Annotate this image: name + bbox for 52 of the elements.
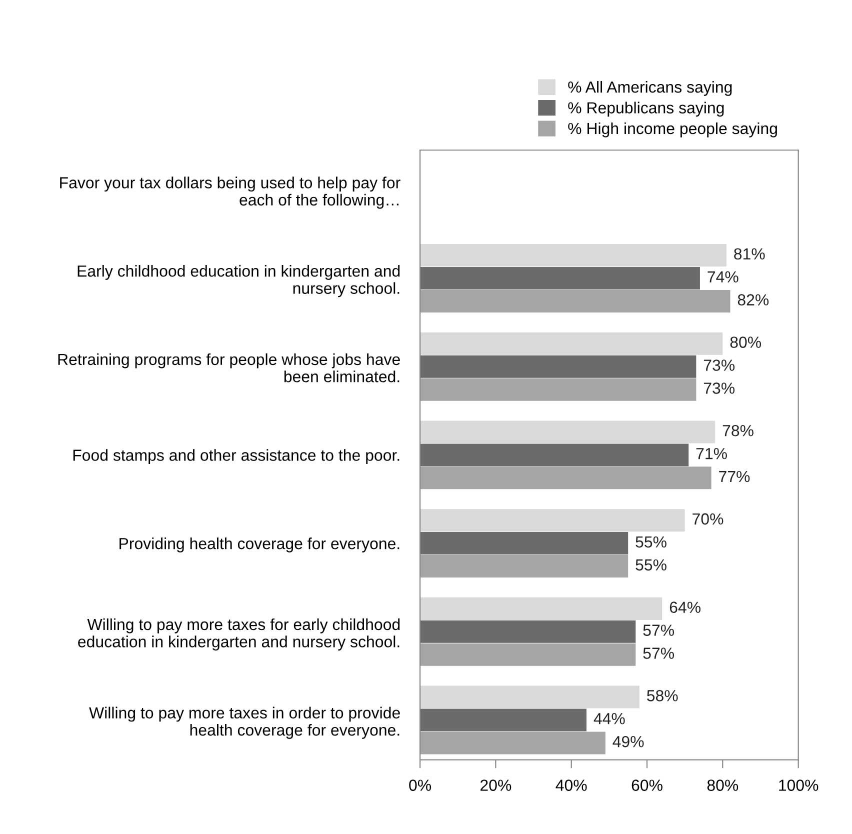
data-label: 78% [722, 424, 754, 436]
bar [420, 378, 696, 401]
data-label: 74% [708, 271, 738, 282]
bar [420, 555, 628, 578]
bar [420, 732, 606, 754]
bar [420, 266, 700, 290]
bar [420, 420, 716, 444]
data-label: 80% [730, 336, 762, 348]
legend-label: % Republicans saying [568, 102, 724, 117]
bar [420, 509, 685, 532]
x-tick-label: 20% [480, 780, 512, 791]
bar [420, 643, 636, 666]
data-label: 49% [612, 736, 644, 748]
x-tick-label: 60% [632, 780, 662, 791]
data-label: 82% [738, 294, 769, 306]
bar [420, 708, 586, 732]
data-label: 81% [734, 248, 765, 260]
data-label: 71% [696, 448, 727, 460]
x-tick-label: 80% [707, 780, 738, 791]
bar [420, 290, 730, 312]
x-tick-label: 100% [779, 780, 818, 791]
bar [420, 597, 662, 620]
data-label: 77% [719, 470, 750, 482]
data-label: 55% [636, 559, 666, 571]
bar [420, 686, 640, 708]
bar [420, 332, 723, 355]
y-tick-label: Favor your tax dollars being used to help pay for each of the following… [60, 176, 400, 209]
data-label: 57% [643, 624, 674, 636]
x-tick-label: 40% [556, 780, 587, 791]
y-tick-label: Early childhood education in kindergarten and nursery school. [78, 265, 400, 298]
data-label: 70% [692, 513, 724, 525]
bar [420, 466, 712, 490]
y-tick-label: Providing health coverage for everyone. [120, 538, 400, 552]
data-label: 73% [704, 382, 735, 394]
bar [420, 620, 636, 643]
data-label: 55% [636, 536, 666, 548]
data-label: 73% [704, 360, 735, 371]
y-tick-label: Food stamps and other assistance to the poor. [73, 449, 400, 464]
x-tick-label: 0% [409, 780, 432, 791]
bar [420, 532, 628, 555]
legend-label: % All Americans saying [568, 81, 732, 96]
data-label: 58% [647, 690, 678, 702]
y-tick-label: Retraining programs for people whose jobs have been eliminated. [58, 353, 400, 382]
bar [420, 355, 696, 378]
bar [420, 444, 689, 466]
legend-label: % High income people saying [568, 122, 777, 138]
data-label: 57% [643, 648, 674, 659]
data-label: 44% [594, 713, 625, 724]
y-tick-label: Willing to pay more taxes in order to provide health coverage for everyone. [89, 706, 400, 739]
y-tick-label: Willing to pay more taxes for early childhood education in kindergarten and nursery school. [78, 618, 400, 651]
data-label: 64% [670, 602, 700, 613]
bar [420, 244, 726, 267]
